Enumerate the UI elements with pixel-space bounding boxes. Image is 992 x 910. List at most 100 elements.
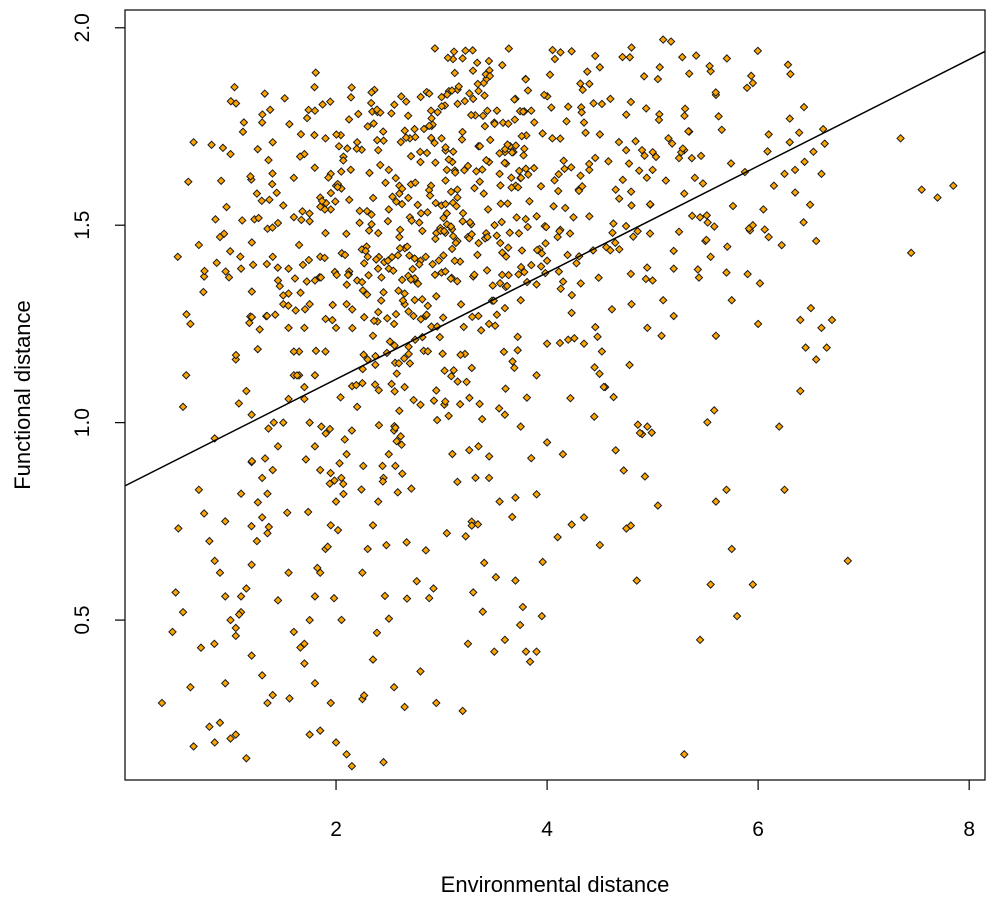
scatter-point: [526, 106, 536, 115]
scatter-point: [358, 286, 368, 295]
scatter-point: [578, 85, 588, 95]
scatter-point: [542, 339, 552, 348]
scatter-point: [468, 66, 478, 76]
scatter-point: [599, 382, 609, 392]
scatter-point: [510, 363, 519, 373]
scatter-point: [484, 319, 494, 329]
scatter-point: [372, 135, 382, 145]
scatter-point: [711, 497, 721, 506]
scatter-point: [514, 166, 524, 176]
scatter-point: [625, 360, 634, 370]
scatter-point: [449, 365, 459, 375]
scatter-point: [393, 251, 403, 260]
y-tick-label: 2.0: [71, 13, 94, 42]
scatter-point: [289, 212, 299, 222]
scatter-point: [494, 404, 504, 413]
scatter-point: [464, 445, 474, 455]
scatter-point: [278, 201, 288, 210]
scatter-point: [373, 145, 383, 155]
scatter-point: [387, 109, 396, 118]
scatter-point: [633, 226, 642, 236]
scatter-point: [434, 256, 444, 265]
scatter-point: [430, 270, 440, 280]
scatter-point: [275, 281, 285, 291]
scatter-point: [260, 89, 270, 98]
scatter-point: [470, 270, 479, 279]
scatter-point: [444, 155, 454, 164]
scatter-point: [338, 156, 348, 165]
scatter-point: [422, 148, 432, 158]
scatter-point: [231, 623, 241, 633]
scatter-point: [284, 568, 293, 577]
scatter-point: [285, 694, 294, 703]
scatter-point: [378, 477, 388, 486]
y-tick-label: 1.5: [71, 211, 94, 240]
scatter-point: [579, 339, 589, 348]
scatter-point: [247, 238, 257, 247]
scatter-point: [507, 148, 517, 157]
scatter-point: [817, 169, 826, 179]
scatter-point: [437, 102, 447, 111]
scatter-point: [340, 435, 350, 444]
scatter-point: [753, 46, 763, 56]
scatter-point: [370, 380, 380, 389]
scatter-point: [514, 229, 524, 238]
scatter-point: [368, 331, 378, 341]
scatter-point: [234, 399, 244, 408]
scatter-point: [691, 51, 701, 60]
scatter-point: [415, 147, 425, 157]
scatter-point: [189, 742, 198, 751]
scatter-point: [422, 310, 431, 320]
scatter-point: [352, 402, 362, 412]
scatter-point: [247, 560, 256, 570]
scatter-point: [373, 228, 383, 238]
scatter-point: [450, 168, 460, 177]
scatter-point: [822, 343, 832, 352]
scatter-point: [492, 310, 502, 320]
scatter-point: [406, 275, 416, 284]
scatter-point: [310, 163, 320, 173]
scatter-point: [648, 147, 658, 157]
scatter-point: [440, 366, 449, 376]
scatter-point: [317, 422, 326, 431]
scatter-point: [590, 322, 600, 332]
scatter-point: [413, 279, 423, 289]
scatter-point: [205, 536, 214, 546]
scatter-point: [236, 252, 245, 262]
scatter-point: [550, 176, 559, 185]
scatter-point: [428, 259, 437, 269]
scatter-point: [621, 145, 631, 155]
scatter-point: [566, 393, 575, 403]
scatter-point: [817, 323, 826, 333]
scatter-point: [424, 89, 434, 98]
scatter-point: [450, 68, 460, 78]
scatter-point: [446, 371, 456, 381]
scatter-point: [500, 635, 510, 645]
scatter-point: [389, 319, 399, 329]
scatter-point: [411, 178, 420, 187]
scatter-point: [764, 232, 773, 242]
scatter-point: [291, 306, 300, 315]
scatter-point: [516, 422, 526, 431]
scatter-point: [300, 394, 309, 404]
scatter-point: [390, 100, 399, 109]
scatter-point: [257, 473, 267, 483]
scatter-point: [400, 702, 409, 712]
scatter-point: [588, 246, 598, 255]
scatter-point: [556, 284, 566, 294]
scatter-point: [556, 48, 565, 57]
x-tick-label: 8: [963, 818, 975, 841]
scatter-point: [732, 611, 742, 621]
scatter-point: [567, 290, 577, 300]
scatter-point: [368, 193, 378, 203]
scatter-point: [359, 350, 368, 360]
scatter-point: [523, 86, 533, 95]
scatter-point: [560, 164, 569, 174]
scatter-point: [467, 363, 477, 373]
scatter-point: [300, 382, 309, 392]
scatter-point: [300, 304, 310, 314]
scatter-point: [711, 88, 721, 97]
scatter-point: [196, 643, 206, 653]
scatter-point: [253, 144, 263, 154]
scatter-point: [519, 267, 529, 277]
